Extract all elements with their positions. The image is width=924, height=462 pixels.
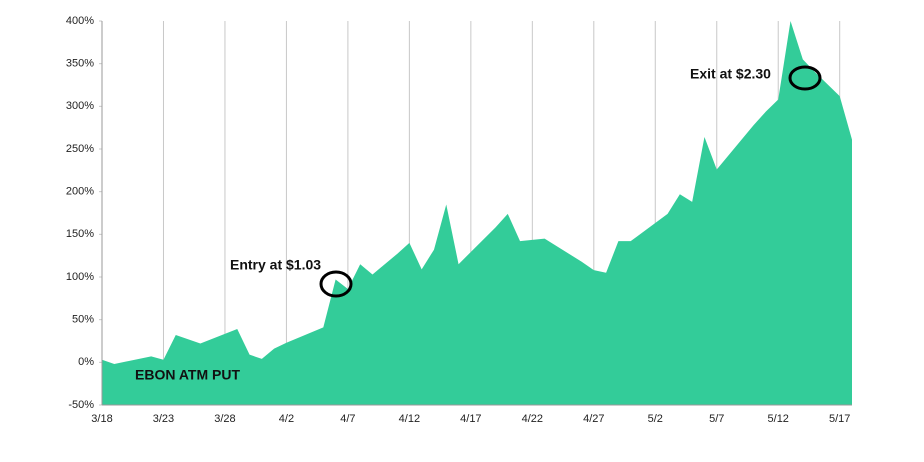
y-tick-label: 50%	[72, 314, 94, 326]
x-tick-label: 4/7	[340, 413, 355, 425]
x-tick-label: 3/23	[153, 413, 174, 425]
x-tick-label: 5/12	[768, 413, 789, 425]
series-label: EBON ATM PUT	[135, 367, 240, 383]
y-tick-label: 150%	[66, 228, 94, 240]
y-tick-label: 0%	[78, 356, 94, 368]
x-tick-label: 4/27	[583, 413, 604, 425]
y-tick-label: 300%	[66, 100, 94, 112]
y-tick-label: -50%	[68, 399, 94, 411]
x-tick-label: 4/22	[522, 413, 543, 425]
y-tick-label: 200%	[66, 186, 94, 198]
y-tick-label: 350%	[66, 58, 94, 70]
y-tick-label: 400%	[66, 15, 94, 27]
y-tick-label: 250%	[66, 143, 94, 155]
x-tick-label: 5/17	[829, 413, 850, 425]
x-tick-label: 4/17	[460, 413, 481, 425]
x-tick-label: 4/12	[399, 413, 420, 425]
exit-marker	[788, 65, 822, 91]
y-tick-label: 100%	[66, 271, 94, 283]
x-tick-label: 3/18	[91, 413, 112, 425]
x-tick-label: 4/2	[279, 413, 294, 425]
x-tick-label: 5/7	[709, 413, 724, 425]
x-tick-label: 5/2	[648, 413, 663, 425]
area	[102, 21, 852, 405]
x-tick-label: 3/28	[214, 413, 235, 425]
entry-marker	[319, 270, 353, 298]
annotation: Exit at $2.30	[690, 66, 771, 82]
annotation: Entry at $1.03	[230, 257, 321, 273]
